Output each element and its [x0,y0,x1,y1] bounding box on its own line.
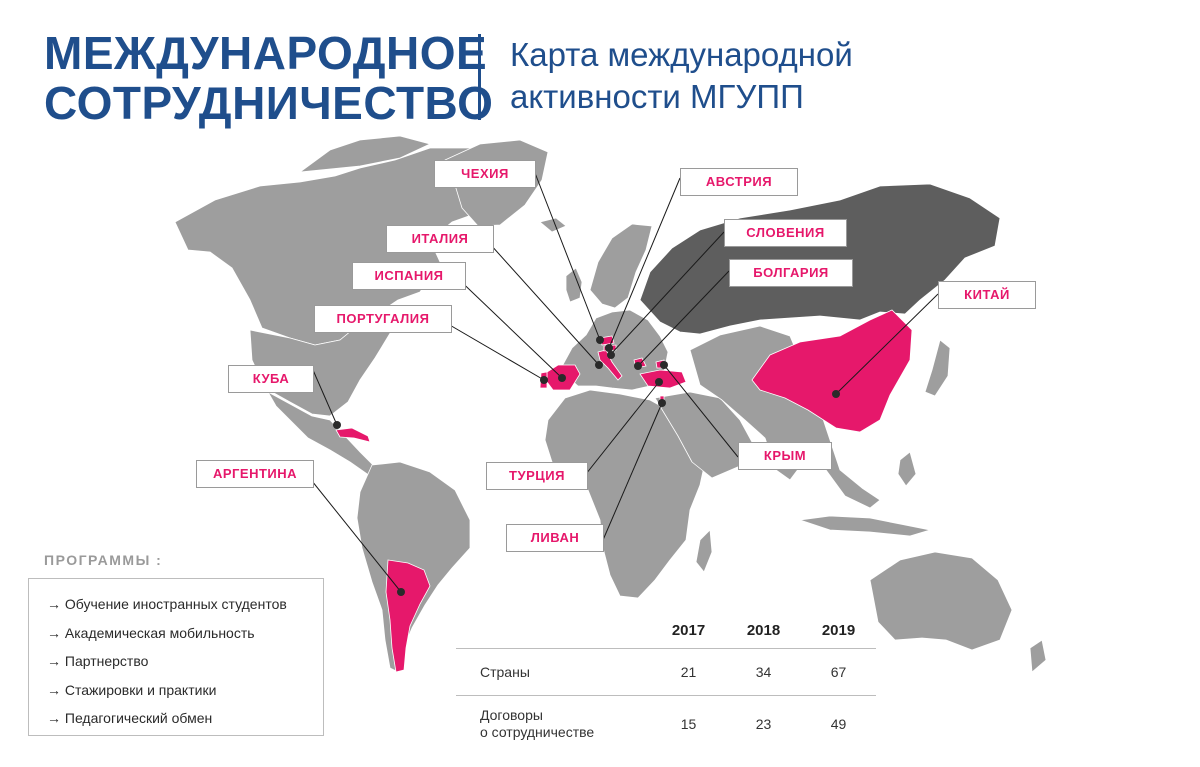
label-bulgaria: БОЛГАРИЯ [729,259,853,287]
label-portugal: ПОРТУГАЛИЯ [314,305,452,333]
program-item: → Академическая мобильность [47,624,255,641]
leader-cuba [312,369,338,426]
stats-year: 2017 [651,612,726,649]
marker-cuba [333,421,341,429]
leader-china [835,293,939,395]
marker-slovenia [607,351,615,359]
leader-spain [449,270,563,379]
leader-austria [608,177,681,349]
leader-italy [489,243,600,366]
title-divider [478,34,481,120]
leader-turkey [585,381,660,475]
cuba-shape [335,427,371,443]
marker-crimea [660,361,668,369]
stats-cell: 67 [801,648,876,696]
stats-year: 2019 [801,612,876,649]
label-slovenia: СЛОВЕНИЯ [724,219,847,247]
label-italy: ИТАЛИЯ [386,225,494,253]
madagascar [695,529,713,573]
label-austria: АВСТРИЯ [680,168,798,196]
programs-list: → Обучение иностранных студентов → Акаде… [28,578,324,736]
stats-row-label: Договоры о сотрудничестве [480,707,595,740]
stats-cell: 15 [680,715,697,732]
leader-lebanon [602,402,663,541]
indonesia [799,515,931,537]
marker-lebanon [658,399,666,407]
new-zealand [1029,639,1047,673]
turkey-shape [639,369,687,389]
leader-crimea [663,364,739,458]
philippines [897,451,917,487]
argentina-shape [385,559,431,673]
arctic-islands [299,135,431,173]
japan [924,339,951,397]
label-argentina: АРГЕНТИНА [196,460,314,488]
label-cuba: КУБА [228,365,314,393]
leader-portugal [435,316,545,381]
australia [869,551,1013,651]
program-item: → Партнерство [47,653,149,669]
leader-slovenia [610,231,725,355]
marker-italy [595,361,603,369]
program-item: → Стажировки и практики [47,681,217,698]
page-subtitle: Карта международной активности МГУПП [510,36,853,115]
stats-table: 2017 2018 2019 Страны 21 34 67 Договоры … [456,612,876,752]
label-spain: ИСПАНИЯ [352,262,466,290]
leader-czech [534,172,601,341]
marker-austria [605,344,613,352]
marker-china [832,390,840,398]
program-item: → Обучение иностранных студентов [47,596,287,612]
label-turkey: ТУРЦИЯ [486,462,588,490]
stats-cell: 23 [755,715,772,732]
stats-header-blank [456,612,651,649]
marker-spain [558,374,566,382]
label-lebanon: ЛИВАН [506,524,604,552]
marker-czech [596,336,604,344]
stats-cell: 49 [830,715,847,732]
program-item: → Педагогический обмен [47,710,213,726]
leader-argentina [311,480,402,593]
label-crimea: КРЫМ [738,442,832,470]
marker-turkey [655,378,663,386]
programs-title: ПРОГРАММЫ : [44,552,163,568]
italy-shape [597,349,623,381]
scandinavia [589,223,653,309]
china-shape [751,309,913,433]
label-czech: ЧЕХИЯ [434,160,536,188]
stats-row-label: Страны [456,648,651,696]
marker-argentina [397,588,405,596]
stats-cell: 21 [651,648,726,696]
leader-bulgaria [637,270,730,367]
uk [565,267,583,303]
label-china: КИТАЙ [938,281,1036,309]
marker-bulgaria [634,362,642,370]
iceland [539,217,567,233]
page-title: МЕЖДУНАРОДНОЕ СОТРУДНИЧЕСТВО [44,27,494,129]
stats-cell: 34 [726,648,801,696]
stats-year: 2018 [726,612,801,649]
marker-portugal [540,376,548,384]
